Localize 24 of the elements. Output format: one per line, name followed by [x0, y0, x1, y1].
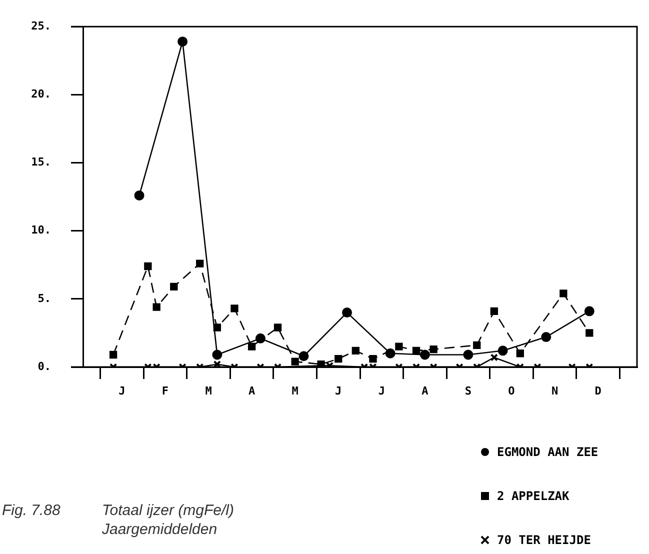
x-tick-label: S: [464, 384, 472, 398]
y-tick-label: 25.: [31, 19, 51, 32]
y-tick-label: 5.: [38, 292, 51, 305]
x-tick-label: A: [248, 384, 256, 398]
legend-label: EGMOND AAN ZEE: [497, 445, 598, 459]
x-tick-label: J: [118, 384, 126, 398]
caption: Fig. 7.88: [2, 502, 60, 519]
x-tick-label: D: [594, 384, 602, 398]
legend-label: 70 TER HEIJDE: [497, 533, 591, 547]
x-tick-label: A: [422, 384, 429, 398]
text: Jaargemiddelden: [102, 521, 218, 538]
text: Totaal ijzer (mgFe/l): [102, 502, 234, 519]
x-tick-label: F: [162, 384, 169, 398]
y-tick-label: 20.: [31, 88, 51, 101]
y-tick-label: 10.: [31, 224, 51, 237]
y-tick-label: 15.: [31, 156, 51, 169]
x-tick-label: J: [335, 384, 342, 398]
x-tick-label: M: [292, 384, 299, 398]
legend-label: 2 APPELZAK: [497, 489, 570, 503]
x-tick-label: N: [551, 384, 558, 398]
x-tick-label: O: [508, 384, 516, 398]
x-tick-label: M: [205, 384, 212, 398]
x-tick-label: J: [378, 384, 385, 398]
y-tick-label: 0.: [38, 360, 51, 373]
